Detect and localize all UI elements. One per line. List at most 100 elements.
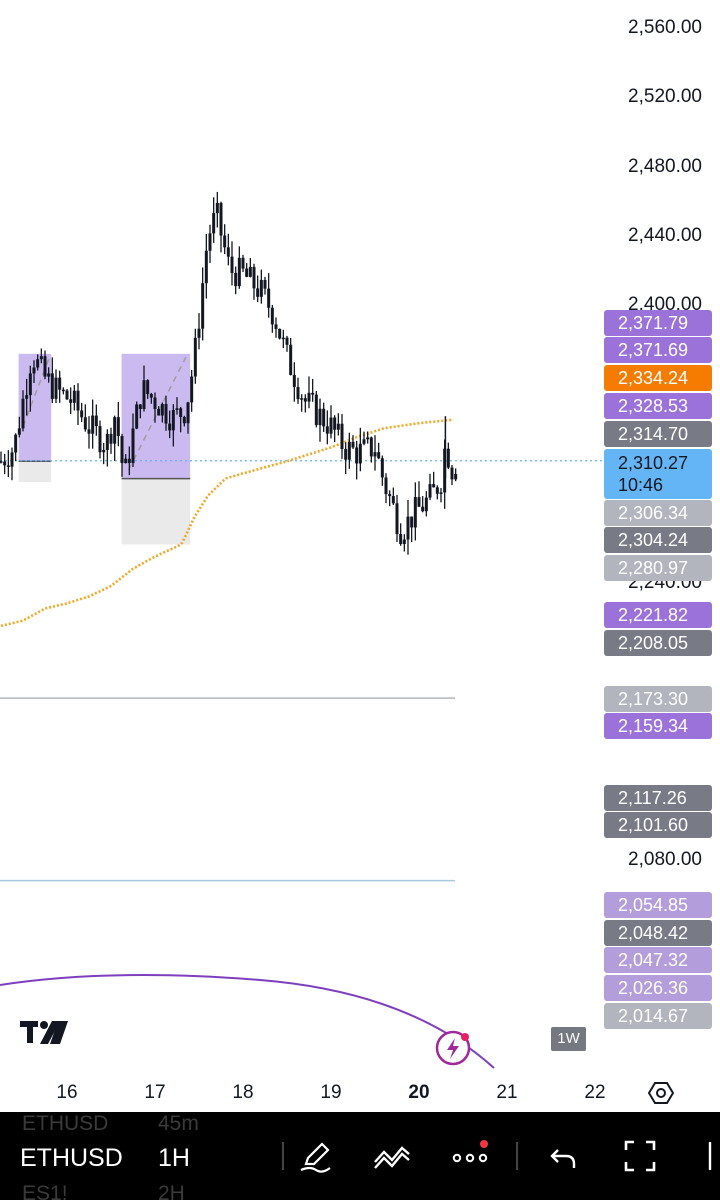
- candle-body: [373, 452, 377, 457]
- order-block-zone: [121, 478, 191, 545]
- price-tag: 2,054.85: [604, 892, 712, 918]
- price-tag-countdown: 10:46: [618, 475, 664, 495]
- candle-body: [102, 449, 106, 453]
- candle-body: [439, 492, 443, 494]
- candle-body: [450, 467, 454, 480]
- candle-body: [120, 436, 124, 464]
- price-tick-label: 2,080.00: [628, 848, 702, 870]
- candle-body: [410, 516, 414, 528]
- indicators-icon[interactable]: [372, 1138, 412, 1179]
- ghost-interval-top: 45m: [158, 1112, 199, 1135]
- candle-body: [153, 397, 157, 410]
- more-toolbar-icon[interactable]: [700, 1138, 720, 1179]
- candle-body: [131, 428, 135, 464]
- candle-body: [98, 426, 102, 453]
- candle-body: [175, 408, 179, 410]
- candle-body: [124, 458, 128, 464]
- price-tick-label: 2,560.00: [628, 17, 702, 38]
- candle-body: [366, 437, 370, 440]
- candle-body: [146, 380, 150, 395]
- ghost-interval-bottom: 2H: [158, 1182, 185, 1200]
- candle-body: [50, 373, 54, 399]
- candle-body: [369, 437, 373, 457]
- candle-body: [65, 390, 69, 400]
- candle-body: [113, 417, 117, 444]
- time-tick-label: 20: [408, 1082, 430, 1103]
- candle-body: [149, 394, 153, 398]
- candle-body: [204, 250, 208, 284]
- candle-body: [311, 392, 315, 395]
- candle-body: [193, 337, 197, 377]
- price-tag: 2,048.42: [604, 920, 712, 946]
- candle-body: [164, 403, 168, 424]
- candle-body: [223, 235, 227, 248]
- candle-body: [215, 202, 219, 214]
- candle-body: [351, 441, 355, 448]
- candle-body: [72, 390, 76, 403]
- candle-body: [256, 288, 260, 297]
- price-tag: 2,159.34: [604, 713, 712, 739]
- candle-body: [344, 449, 348, 460]
- candle-body: [197, 328, 201, 338]
- candle-body: [270, 307, 274, 325]
- candle-body: [384, 477, 388, 495]
- price-tick-label: 2,440.00: [628, 224, 702, 246]
- candle-body: [10, 452, 14, 467]
- candle-body: [432, 484, 436, 488]
- candle-body: [83, 417, 87, 430]
- candle-body: [413, 497, 417, 528]
- price-tag: 2,314.70: [604, 421, 712, 447]
- candle-body: [190, 376, 194, 403]
- settings-icon[interactable]: [647, 1080, 675, 1111]
- candle-body: [186, 402, 190, 424]
- candle-body: [454, 474, 458, 480]
- candle-body: [424, 497, 428, 512]
- symbol-button[interactable]: ETHUSD: [20, 1144, 123, 1172]
- price-tag: 2,280.97: [604, 555, 712, 581]
- candle-body: [267, 288, 271, 308]
- candle-body: [380, 458, 384, 478]
- interval-button[interactable]: 1H: [158, 1144, 190, 1172]
- candle-body: [285, 337, 289, 345]
- price-tag: 2,026.36: [604, 975, 712, 1001]
- candle-body: [421, 506, 425, 512]
- candle-body: [318, 408, 322, 426]
- timeframe-badge[interactable]: 1W: [551, 1027, 586, 1051]
- price-tag: 2,208.05: [604, 630, 712, 656]
- candle-body: [80, 410, 84, 418]
- more-icon[interactable]: [451, 1138, 491, 1179]
- candle-body: [54, 377, 58, 399]
- order-block-zone: [18, 461, 52, 483]
- candle-body: [168, 423, 172, 431]
- candle-body: [333, 417, 337, 430]
- candle-body: [245, 268, 249, 277]
- price-tag: 2,117.26: [604, 785, 712, 811]
- candle-body: [281, 337, 285, 340]
- candle-body: [388, 494, 392, 497]
- price-chart[interactable]: [0, 0, 720, 1112]
- candle-body: [58, 377, 62, 390]
- candle-body: [17, 428, 21, 435]
- candle-body: [87, 429, 91, 434]
- pen-icon[interactable]: [298, 1138, 334, 1179]
- candle-body: [116, 417, 120, 437]
- candle-body: [25, 395, 29, 399]
- candle-body: [358, 443, 362, 464]
- candle-body: [212, 213, 216, 234]
- candle-body: [417, 497, 421, 507]
- time-tick-label: 22: [584, 1082, 606, 1103]
- candle-body: [109, 433, 113, 444]
- time-tick-label: 17: [144, 1082, 166, 1103]
- flash-icon[interactable]: [435, 1030, 475, 1075]
- candle-body: [446, 448, 450, 468]
- fullscreen-icon[interactable]: [622, 1138, 658, 1179]
- candle-body: [259, 279, 263, 297]
- price-tag: 2,371.69: [604, 337, 712, 363]
- candle-body: [47, 373, 51, 377]
- undo-icon[interactable]: [548, 1138, 578, 1179]
- candle-body: [0, 461, 3, 463]
- candle-body: [329, 417, 333, 434]
- candle-body: [142, 380, 146, 410]
- ghost-symbol-bottom: ES1!: [22, 1182, 68, 1200]
- candle-body: [36, 359, 40, 368]
